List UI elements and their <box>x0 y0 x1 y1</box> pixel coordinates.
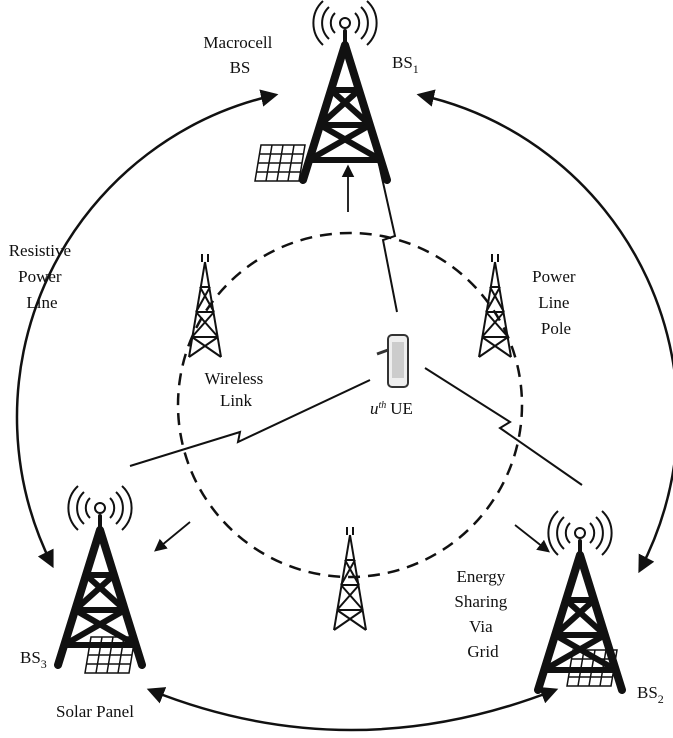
bs-sub: 3 <box>41 657 47 671</box>
bs-name: BS <box>637 683 658 702</box>
pole-bottom <box>333 526 367 631</box>
tower-bs1 <box>303 0 387 180</box>
bs2-label: BS2 <box>637 683 664 706</box>
label-line: BS <box>230 58 251 77</box>
ue-label: uth UE <box>370 399 413 418</box>
bs-name: BS <box>20 648 41 667</box>
power-line-right <box>416 89 673 574</box>
pole-left <box>188 253 222 358</box>
label-line: Power <box>18 267 62 286</box>
ue-suffix: UE <box>390 399 413 418</box>
bs3-label: BS3 <box>20 648 47 671</box>
pole-label: Power Line Pole <box>532 267 580 338</box>
resistive-label: Resistive Power Line <box>9 241 76 312</box>
label-line: Power <box>532 267 576 286</box>
label-line: Line <box>538 293 569 312</box>
label-line: Wireless <box>204 369 263 388</box>
energy-label: Energy Sharing Via Grid <box>454 567 511 661</box>
tower-bs3 <box>58 485 142 665</box>
ue-name: u <box>370 399 379 418</box>
label-line: Line <box>26 293 57 312</box>
power-line-left <box>15 89 279 569</box>
label-line: Macrocell <box>203 33 272 52</box>
small-arrows <box>154 164 550 553</box>
bs-name: BS <box>392 53 413 72</box>
label-line: Via <box>469 617 493 636</box>
label-line: Pole <box>541 319 571 338</box>
pole-right <box>478 253 512 358</box>
power-line-bottom <box>146 686 559 732</box>
macrocell-label: Macrocell BS <box>203 33 276 77</box>
solar-panel-1 <box>254 144 306 182</box>
wireless-label: Wireless Link <box>204 369 267 410</box>
graphics <box>15 0 673 732</box>
ue-phone <box>376 334 409 388</box>
bs1-label: BS1 <box>392 53 419 76</box>
label-line: Grid <box>467 642 499 661</box>
wireless-links <box>129 159 583 486</box>
label-line: Link <box>220 391 253 410</box>
label-line: Sharing <box>454 592 507 611</box>
bs-sub: 1 <box>413 62 419 76</box>
bs-sub: 2 <box>658 692 664 706</box>
label-line: Energy <box>456 567 505 586</box>
ue-sup: th <box>379 400 387 411</box>
tower-bs2 <box>538 510 622 690</box>
solar-panel-label: Solar Panel <box>56 702 134 721</box>
label-line: Resistive <box>9 241 71 260</box>
